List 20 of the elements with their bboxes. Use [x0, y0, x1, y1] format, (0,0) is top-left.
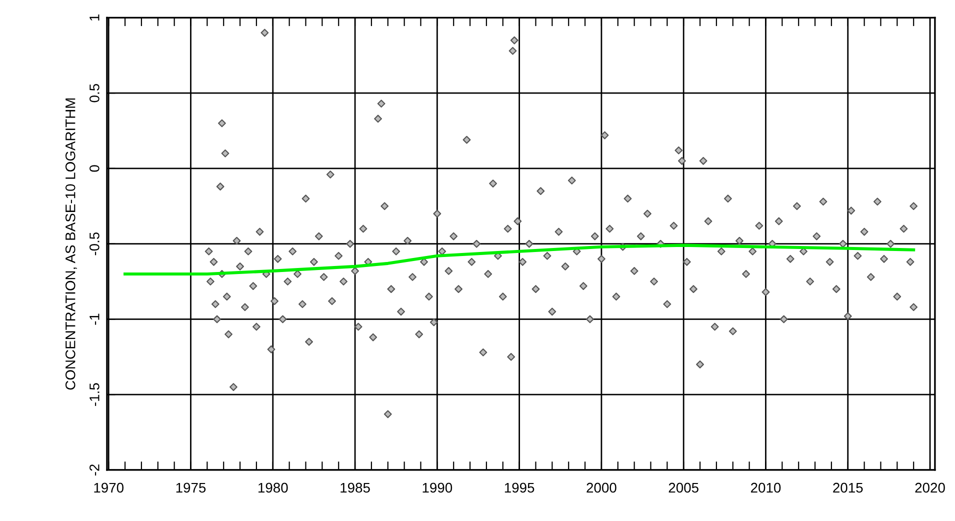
y-tick-label: -1.5: [90, 383, 100, 406]
x-tick-label: 1995: [504, 482, 534, 493]
y-tick-label: 1: [90, 14, 100, 21]
y-axis-title: CONCENTRATION, AS BASE-10 LOGARITHM: [65, 98, 77, 390]
y-tick-label: 0.5: [90, 84, 100, 102]
x-tick-label: 1970: [94, 482, 124, 493]
x-tick-label: 1975: [176, 482, 206, 493]
y-tick-label: 0: [90, 165, 100, 172]
line-series: [124, 244, 916, 276]
x-tick-label: 2005: [668, 482, 698, 493]
y-tick-label: -0.5: [90, 232, 100, 256]
y-tick-label: -1: [90, 314, 100, 325]
y-tick-label: -2: [90, 464, 100, 476]
x-tick-label: 2015: [833, 482, 863, 493]
x-tick-label: 2000: [586, 482, 616, 493]
x-tick-label: 2020: [915, 482, 945, 493]
x-tick-label: 1990: [422, 482, 452, 493]
x-tick-label: 1985: [340, 482, 370, 493]
x-tick-label: 1980: [258, 482, 288, 493]
x-tick-label: 2010: [750, 482, 781, 493]
